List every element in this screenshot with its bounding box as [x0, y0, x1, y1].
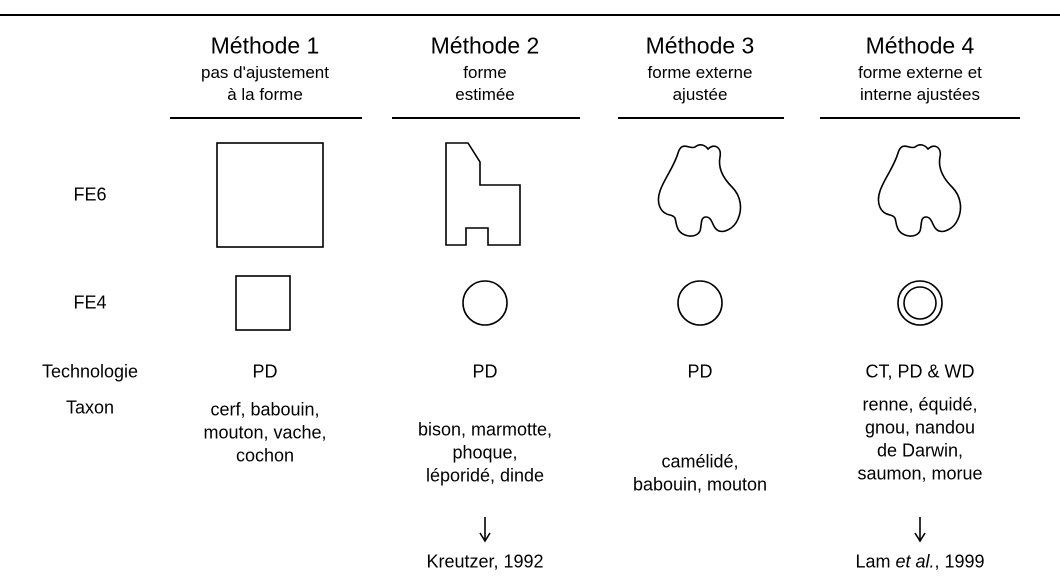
column-title: Méthode 3: [645, 32, 755, 59]
reference-part: , 1999: [934, 551, 985, 572]
column-title: Méthode 2: [430, 32, 540, 59]
fe4-square: [235, 275, 291, 331]
column-subtitle: forme externe et: [858, 63, 982, 82]
column-subtitle: estimée: [455, 85, 515, 104]
column-subtitle: forme: [463, 63, 507, 82]
technology: PD: [472, 361, 498, 382]
technology: CT, PD & WD: [865, 361, 975, 382]
row-label: Technologie: [41, 361, 139, 382]
reference-part: Lam: [855, 551, 891, 572]
fe6-outline: [877, 144, 962, 237]
taxon-line: cochon: [235, 445, 295, 466]
reference: Lam et al., 1999: [855, 552, 984, 573]
fe4-circle: [462, 280, 508, 326]
taxon-line: mouton, vache,: [203, 422, 327, 443]
column-subtitle: interne ajustées: [859, 85, 981, 104]
arrow: [479, 517, 491, 543]
taxon-line: de Darwin,: [876, 440, 964, 461]
column-subtitle: ajustée: [672, 85, 728, 104]
fe6-rectangle: [216, 142, 324, 248]
taxon-line: bison, marmotte,: [417, 419, 553, 440]
fe4-circle: [677, 280, 723, 326]
column-title: Méthode 1: [210, 32, 320, 59]
reference: Kreutzer, 1992: [426, 551, 544, 572]
taxon-line: saumon, morue: [857, 463, 983, 484]
taxon-line: léporidé, dinde: [425, 465, 545, 486]
fe4-inner-circle: [903, 286, 937, 320]
column-subtitle: à la forme: [227, 85, 303, 104]
taxon-line: phoque,: [452, 442, 518, 463]
fe6-estimated-shape: [445, 142, 521, 246]
fe4-outer-circle: [897, 280, 943, 326]
taxon-line: cerf, babouin,: [210, 399, 320, 420]
fe6-outline: [657, 144, 742, 237]
arrow: [914, 517, 926, 543]
column-title: Méthode 4: [865, 32, 975, 59]
reference-part: et al.: [895, 551, 935, 572]
row-label: Taxon: [65, 397, 115, 418]
technology: PD: [687, 361, 713, 382]
column-subtitle: pas d'ajustement: [201, 63, 329, 82]
taxon-line: babouin, mouton: [632, 474, 768, 495]
taxon-line: renne, équidé,: [862, 394, 978, 415]
column-subtitle: forme externe: [647, 63, 753, 82]
taxon-line: camélidé,: [661, 451, 739, 472]
row-label: FE4: [73, 292, 107, 313]
row-label: FE6: [73, 184, 107, 205]
technology: PD: [252, 361, 278, 382]
taxon-line: gnou, nandou: [864, 417, 976, 438]
